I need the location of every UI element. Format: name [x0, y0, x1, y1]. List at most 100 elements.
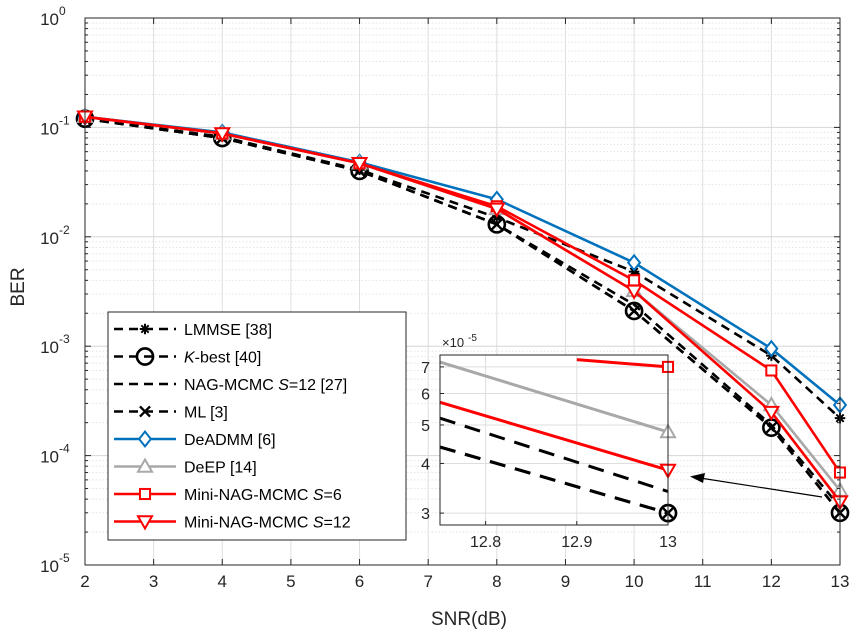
legend-entry-7: Mini-NAG-MCMC S=12	[114, 515, 351, 532]
legend-label-italic: S	[313, 487, 324, 504]
legend-box	[107, 311, 407, 541]
legend-label-prefix: Mini-NAG-MCMC	[184, 487, 313, 504]
legend: LMMSE [38]K-best [40]NAG-MCMC S=12 [27]M…	[107, 311, 407, 541]
legend-label: ML [3]	[184, 405, 228, 422]
x-tick-label: 6	[355, 572, 364, 591]
inset-series-2	[439, 416, 669, 493]
y-tick-label: 10	[40, 10, 59, 29]
inset-x-tick-label: 12.9	[561, 534, 592, 551]
marker-x	[490, 218, 503, 231]
legend-label: DeADMM [6]	[184, 432, 276, 449]
legend-label: Mini-NAG-MCMC S=12	[184, 515, 351, 532]
inset-x-tick-label: 13	[659, 534, 677, 551]
zoom-arrow-head	[690, 473, 705, 483]
marker-circle	[624, 301, 644, 321]
inset-y-tick-label: 4	[421, 456, 430, 473]
marker-square	[138, 487, 152, 501]
y-tick-label: 10	[40, 557, 59, 576]
legend-entry-2: NAG-MCMC S=12 [27]	[114, 377, 347, 394]
legend-entry-6: Mini-NAG-MCMC S=6	[114, 487, 342, 504]
inset-exponent-value: -5	[468, 333, 477, 344]
y-tick-exponent: -4	[59, 442, 70, 456]
legend-entry-5: DeEP [14]	[114, 457, 257, 477]
inset-series-line-0	[576, 358, 669, 369]
x-tick-label: 13	[831, 572, 850, 591]
x-tick-label: 7	[423, 572, 432, 591]
y-tick-exponent: 0	[59, 4, 66, 18]
marker-asterisk	[629, 267, 639, 277]
marker-triangle-down	[625, 284, 643, 300]
legend-label-prefix: NAG-MCMC	[184, 377, 278, 394]
axes-box	[84, 17, 841, 566]
marker-diamond	[137, 430, 153, 448]
marker-diamond	[626, 253, 642, 272]
marker-triangle-up	[136, 457, 154, 473]
y-tick-exponent: -1	[59, 113, 70, 127]
legend-label: LMMSE [38]	[184, 322, 272, 339]
marker-circle	[135, 347, 155, 366]
legend-label-prefix: Mini-NAG-MCMC	[184, 515, 313, 532]
inset-y-tick-label: 6	[421, 387, 430, 404]
marker-asterisk	[140, 324, 150, 334]
legend-entry-1: K-best [40]	[114, 347, 261, 367]
legend-label: K-best [40]	[184, 350, 261, 367]
legend-label-suffix: =6	[324, 487, 342, 504]
y-tick-exponent: -2	[59, 223, 70, 237]
legend-entry-3: ML [3]	[114, 405, 228, 422]
marker-x	[628, 305, 640, 317]
marker-diamond	[764, 339, 779, 358]
inset-y-tick-label: 7	[421, 360, 430, 377]
inset-series-line-3	[439, 400, 669, 472]
x-tick-label: 12	[762, 572, 781, 591]
y-tick-label: 10	[40, 338, 59, 357]
inset-y-tick-label: 3	[421, 506, 430, 523]
legend-label-suffix: =12 [27]	[289, 377, 347, 394]
marker-x	[139, 405, 151, 418]
y-tick-exponent: -3	[59, 332, 70, 346]
inset-axes-box	[439, 354, 669, 526]
y-tick-label: 10	[40, 119, 59, 138]
inset-series-line-1	[439, 360, 669, 434]
x-tick-label: 4	[218, 572, 227, 591]
x-tick-label: 5	[286, 572, 295, 591]
series-layer	[75, 107, 850, 523]
inset-exponent-label: ×10	[442, 335, 464, 350]
legend-label-suffix: =12	[324, 515, 351, 532]
legend-label: Mini-NAG-MCMC S=6	[184, 487, 342, 504]
legend-entry-4: DeADMM [6]	[114, 430, 276, 449]
inset-y-tick-label: 5	[421, 418, 430, 435]
marker-triangle-down	[136, 515, 154, 531]
inset-background	[440, 355, 668, 525]
x-tick-label: 2	[80, 572, 89, 591]
marker-triangle-down	[488, 202, 506, 218]
y-tick-exponent: -5	[59, 551, 70, 565]
y-axis-label: BER	[8, 267, 29, 306]
legend-label: DeEP [14]	[184, 460, 257, 477]
legend-label: NAG-MCMC S=12 [27]	[184, 377, 347, 394]
inset-series-line-2	[439, 416, 669, 493]
marker-x	[765, 421, 778, 434]
x-tick-label: 9	[561, 572, 570, 591]
legend-label-italic: S	[313, 515, 324, 532]
legend-label-suffix: -best [40]	[195, 350, 262, 367]
inset-x-tick-label: 12.8	[470, 534, 501, 551]
inset-zoom: 12.8 12.9 13 3 4 5 6 7 ×10 -5	[421, 333, 678, 551]
marker-square	[765, 364, 778, 377]
zoom-arrow	[690, 473, 823, 498]
x-tick-label: 10	[625, 572, 644, 591]
legend-entry-0: LMMSE [38]	[114, 322, 272, 339]
x-tick-label: 8	[492, 572, 501, 591]
legend-label-italic: K	[184, 350, 196, 367]
inset-series-line-5	[439, 445, 669, 515]
x-tick-label: 3	[149, 572, 158, 591]
x-tick-label: 11	[694, 572, 712, 591]
legend-label-italic: S	[278, 377, 289, 394]
marker-triangle-down	[213, 127, 231, 143]
marker-square	[628, 274, 641, 287]
x-axis-label: SNR(dB)	[431, 609, 507, 630]
y-tick-label: 10	[40, 448, 59, 467]
marker-triangle-down	[762, 405, 781, 422]
zoom-arrow-line	[699, 477, 823, 498]
